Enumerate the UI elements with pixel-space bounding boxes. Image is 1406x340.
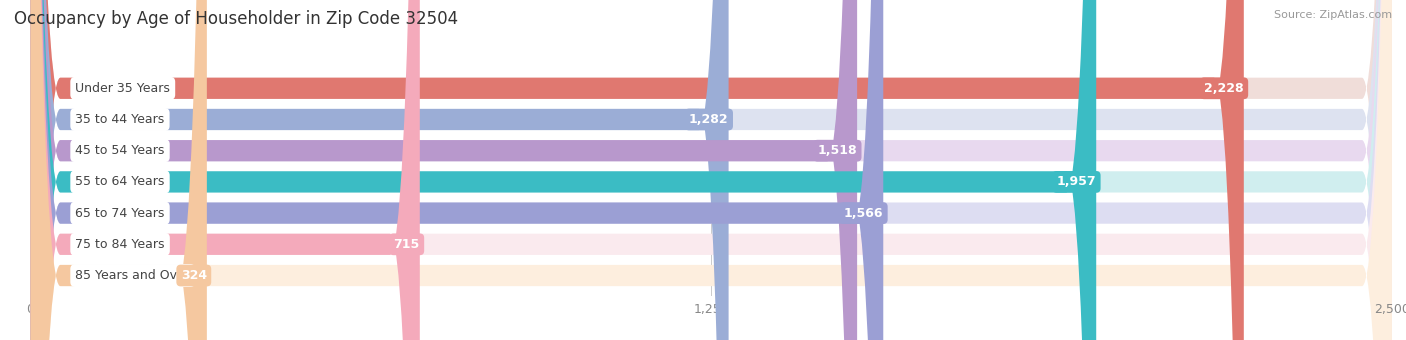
Text: Source: ZipAtlas.com: Source: ZipAtlas.com [1274, 10, 1392, 20]
Text: 324: 324 [181, 269, 207, 282]
Text: 45 to 54 Years: 45 to 54 Years [76, 144, 165, 157]
Text: Occupancy by Age of Householder in Zip Code 32504: Occupancy by Age of Householder in Zip C… [14, 10, 458, 28]
FancyBboxPatch shape [31, 0, 883, 340]
FancyBboxPatch shape [31, 0, 1392, 340]
Text: 1,566: 1,566 [844, 207, 883, 220]
Text: 1,282: 1,282 [689, 113, 728, 126]
Text: 65 to 74 Years: 65 to 74 Years [76, 207, 165, 220]
FancyBboxPatch shape [31, 0, 1392, 340]
FancyBboxPatch shape [31, 0, 858, 340]
Text: 75 to 84 Years: 75 to 84 Years [76, 238, 165, 251]
FancyBboxPatch shape [31, 0, 1097, 340]
FancyBboxPatch shape [31, 0, 1244, 340]
FancyBboxPatch shape [31, 0, 1392, 340]
Text: 85 Years and Over: 85 Years and Over [76, 269, 190, 282]
Text: 1,518: 1,518 [817, 144, 858, 157]
Text: 35 to 44 Years: 35 to 44 Years [76, 113, 165, 126]
FancyBboxPatch shape [31, 0, 1392, 340]
Text: 55 to 64 Years: 55 to 64 Years [76, 175, 165, 188]
FancyBboxPatch shape [31, 0, 207, 340]
FancyBboxPatch shape [31, 0, 1392, 340]
FancyBboxPatch shape [31, 0, 1392, 340]
FancyBboxPatch shape [31, 0, 1392, 340]
FancyBboxPatch shape [31, 0, 420, 340]
Text: Under 35 Years: Under 35 Years [76, 82, 170, 95]
Text: 2,228: 2,228 [1204, 82, 1244, 95]
Text: 1,957: 1,957 [1056, 175, 1097, 188]
FancyBboxPatch shape [31, 0, 728, 340]
Text: 715: 715 [394, 238, 420, 251]
